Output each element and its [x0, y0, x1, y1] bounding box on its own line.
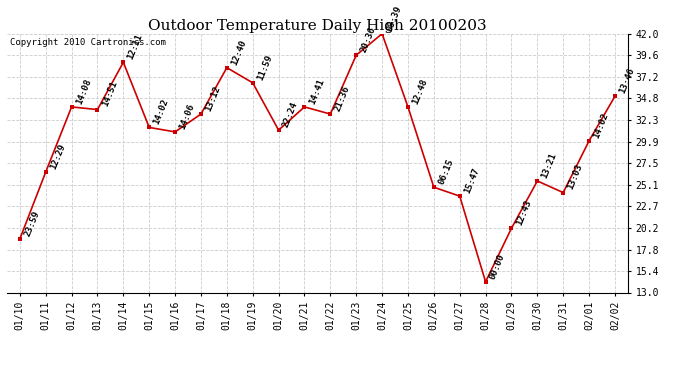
Text: 14:02: 14:02 [152, 98, 170, 126]
Text: 14:41: 14:41 [307, 77, 326, 105]
Text: 13:21: 13:21 [540, 151, 558, 180]
Text: 15:47: 15:47 [462, 166, 481, 195]
Text: 21:36: 21:36 [333, 84, 351, 112]
Text: 12:29: 12:29 [48, 142, 67, 171]
Text: 00:00: 00:00 [489, 252, 506, 280]
Text: 12:11: 12:11 [126, 33, 144, 61]
Text: 14:08: 14:08 [75, 77, 92, 105]
Text: 12:43: 12:43 [514, 199, 533, 227]
Text: 14:06: 14:06 [178, 102, 196, 130]
Text: 14:51: 14:51 [100, 80, 119, 108]
Text: 22:24: 22:24 [282, 100, 299, 129]
Text: 13:46: 13:46 [618, 66, 636, 95]
Text: Copyright 2010 Cartronics.com: Copyright 2010 Cartronics.com [10, 38, 166, 46]
Text: 13:12: 13:12 [204, 84, 222, 112]
Text: 08:39: 08:39 [385, 4, 403, 32]
Text: 13:03: 13:03 [566, 163, 584, 191]
Text: 12:48: 12:48 [411, 77, 429, 105]
Title: Outdoor Temperature Daily High 20100203: Outdoor Temperature Daily High 20100203 [148, 19, 486, 33]
Text: 14:02: 14:02 [592, 111, 610, 140]
Text: 12:40: 12:40 [230, 38, 248, 66]
Text: 06:15: 06:15 [437, 158, 455, 186]
Text: 20:36: 20:36 [359, 26, 377, 54]
Text: 11:59: 11:59 [255, 53, 274, 81]
Text: 23:59: 23:59 [23, 209, 41, 238]
